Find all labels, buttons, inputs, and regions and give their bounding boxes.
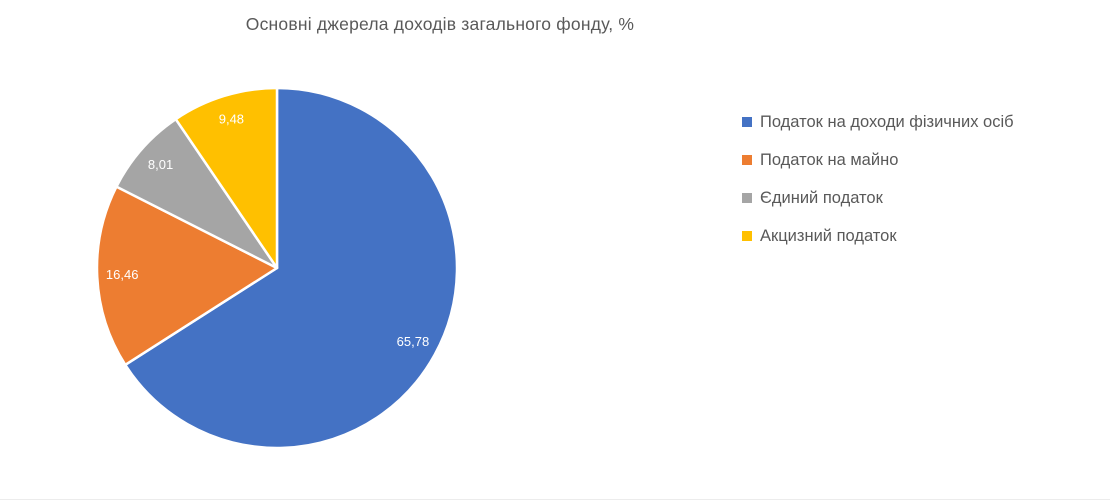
legend-marker-icon xyxy=(742,155,752,165)
pie-chart: 65,78 16,46 8,01 9,48 xyxy=(95,86,459,450)
legend-marker-icon xyxy=(742,193,752,203)
legend-label: Єдиний податок xyxy=(760,188,883,207)
chart-title: Основні джерела доходів загального фонду… xyxy=(245,14,635,34)
pie-data-label: 8,01 xyxy=(148,157,173,172)
pie-slice-3 xyxy=(115,117,279,270)
pie-data-label: 16,46 xyxy=(106,267,139,282)
legend-item: Податок на доходи фізичних осіб xyxy=(742,111,1014,133)
legend-marker-icon xyxy=(742,117,752,127)
legend-item: Акцизний податок xyxy=(742,225,1014,247)
legend-marker-icon xyxy=(742,231,752,241)
legend-label: Податок на доходи фізичних осіб xyxy=(760,112,1014,131)
legend: Податок на доходи фізичних осіб Податок … xyxy=(742,111,1014,263)
legend-item: Податок на майно xyxy=(742,149,1014,171)
pie-data-label: 65,78 xyxy=(397,334,430,349)
legend-label: Податок на майно xyxy=(760,150,899,169)
legend-label: Акцизний податок xyxy=(760,226,897,245)
pie-data-label: 9,48 xyxy=(219,111,244,126)
pie-slice-2 xyxy=(95,185,279,367)
pie-slice-4 xyxy=(174,86,279,270)
pie-slice-1 xyxy=(124,86,459,450)
legend-item: Єдиний податок xyxy=(742,187,1014,209)
